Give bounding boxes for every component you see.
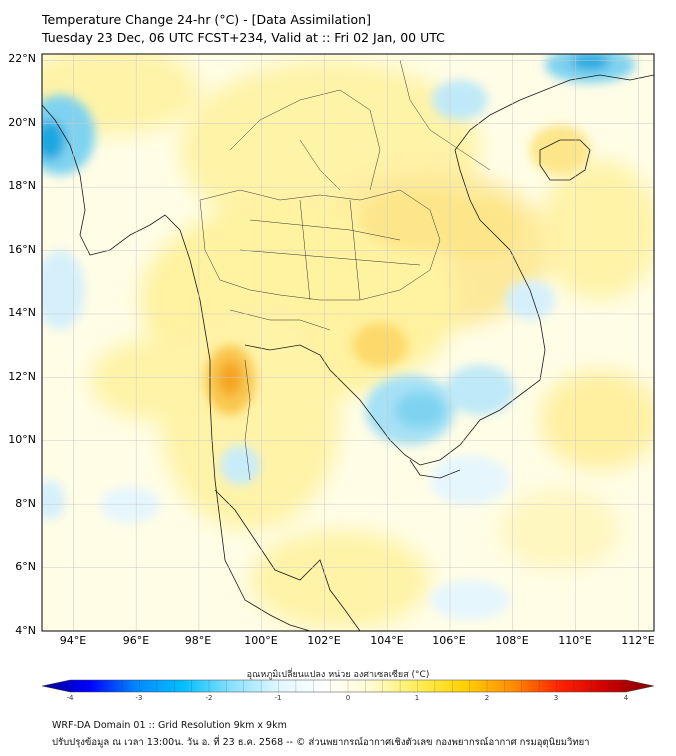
lon-label: 96°E: [122, 634, 150, 647]
lat-label: 22°N: [8, 52, 36, 65]
lat-label: 10°N: [8, 433, 36, 446]
colorbar-tick-label: -3: [135, 694, 143, 702]
lon-label: 106°E: [432, 634, 466, 647]
lat-label: 12°N: [8, 370, 36, 383]
lon-label: 108°E: [495, 634, 529, 647]
colorbar-tick-label: -2: [205, 694, 213, 702]
colorbar-title: อุณหภูมิเปลี่ยนแปลง หน่วย องศาเซลเซียส (…: [246, 670, 430, 680]
temperature-field: [42, 54, 654, 631]
colorbar-tick-label: 1: [414, 694, 420, 702]
footer-model-info: WRF-DA Domain 01 :: Grid Resolution 9km …: [52, 720, 287, 731]
lon-label: 104°E: [370, 634, 404, 647]
colorbar-tick-label: 0: [345, 694, 351, 702]
chart-title: Temperature Change 24-hr (°C) - [Data As…: [42, 12, 371, 27]
colorbar-tick-label: -1: [274, 694, 282, 702]
lat-label: 8°N: [15, 497, 36, 510]
colorbar-tick-label: 2: [484, 694, 490, 702]
lon-label: 98°E: [184, 634, 212, 647]
lon-label: 112°E: [621, 634, 655, 647]
lon-label: 102°E: [307, 634, 341, 647]
lat-label: 4°N: [15, 624, 36, 637]
lon-label: 110°E: [558, 634, 592, 647]
colorbar: [41, 679, 655, 693]
chart-subtitle: Tuesday 23 Dec, 06 UTC FCST+234, Valid a…: [42, 30, 445, 45]
lon-label: 100°E: [244, 634, 278, 647]
province-borders: [199, 59, 491, 481]
coastline-borders: [42, 74, 654, 631]
temperature-map: [41, 53, 655, 693]
lon-label: 94°E: [59, 634, 87, 647]
colorbar-bar: [41, 679, 655, 693]
footer-credit: ปรับปรุงข้อมูล ณ เวลา 13:00น. วัน อ. ที่…: [52, 737, 590, 748]
lat-label: 18°N: [8, 179, 36, 192]
lat-label: 16°N: [8, 243, 36, 256]
colorbar-tick-label: 3: [553, 694, 559, 702]
lat-label: 14°N: [8, 306, 36, 319]
colorbar-ticks: [69, 680, 627, 692]
colorbar-tick-label: -4: [66, 694, 74, 702]
lat-label: 6°N: [15, 560, 36, 573]
colorbar-tick-label: 4: [623, 694, 629, 702]
lat-label: 20°N: [8, 116, 36, 129]
map-frame: [41, 53, 655, 632]
